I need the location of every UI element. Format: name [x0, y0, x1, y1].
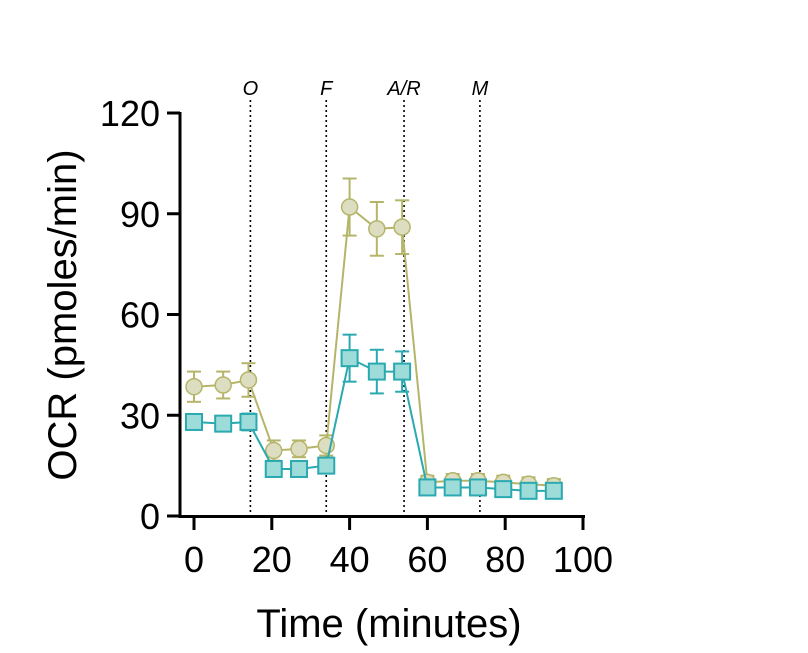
data-point — [443, 478, 462, 497]
series-0-line — [193, 205, 554, 487]
data-point — [367, 362, 386, 381]
x-tick-label: 100 — [553, 539, 613, 580]
data-point — [290, 459, 309, 478]
x-tick-label: 0 — [184, 539, 204, 580]
x-tick-label: 40 — [330, 539, 370, 580]
data-point — [290, 440, 308, 458]
x-tick-label: 20 — [252, 539, 292, 580]
data-point — [418, 478, 437, 497]
injection-marker-label-3: M — [472, 78, 489, 100]
x-tick-label: 60 — [407, 539, 447, 580]
data-point — [519, 481, 538, 500]
data-point — [239, 371, 258, 389]
y-tick-label: 60 — [120, 295, 160, 336]
series-0 — [185, 177, 563, 495]
y-tick-label: 120 — [100, 93, 160, 134]
data-point — [393, 362, 412, 381]
y-tick-label: 90 — [120, 194, 160, 235]
data-point — [214, 414, 233, 433]
data-point — [468, 478, 487, 497]
data-point — [368, 220, 386, 238]
series-1 — [185, 333, 563, 500]
y-tick-label: 30 — [120, 395, 160, 436]
data-point — [544, 481, 563, 500]
series-layer — [185, 177, 563, 500]
data-point — [340, 198, 359, 216]
x-tick-label: 80 — [485, 539, 525, 580]
data-point — [340, 349, 359, 368]
data-point — [214, 376, 232, 394]
data-point — [264, 441, 283, 460]
injection-marker-label-0: O — [243, 78, 259, 100]
y-axis-title: OCR (pmoles/min) — [41, 149, 85, 480]
injection-marker-label-1: F — [320, 78, 334, 100]
data-point — [185, 377, 203, 396]
y-tick-label: 0 — [140, 496, 160, 537]
x-axis-title: Time (minutes) — [256, 602, 521, 646]
data-point — [239, 412, 258, 431]
data-point — [393, 218, 411, 236]
injection-marker-label-2: A/R — [386, 78, 420, 100]
ticks: 0 30 60 90 120 0 20 40 60 80 100 — [100, 93, 613, 580]
data-point — [264, 459, 283, 478]
data-point — [317, 456, 336, 475]
data-point — [185, 412, 203, 431]
axes — [178, 112, 585, 518]
data-point — [494, 480, 513, 499]
